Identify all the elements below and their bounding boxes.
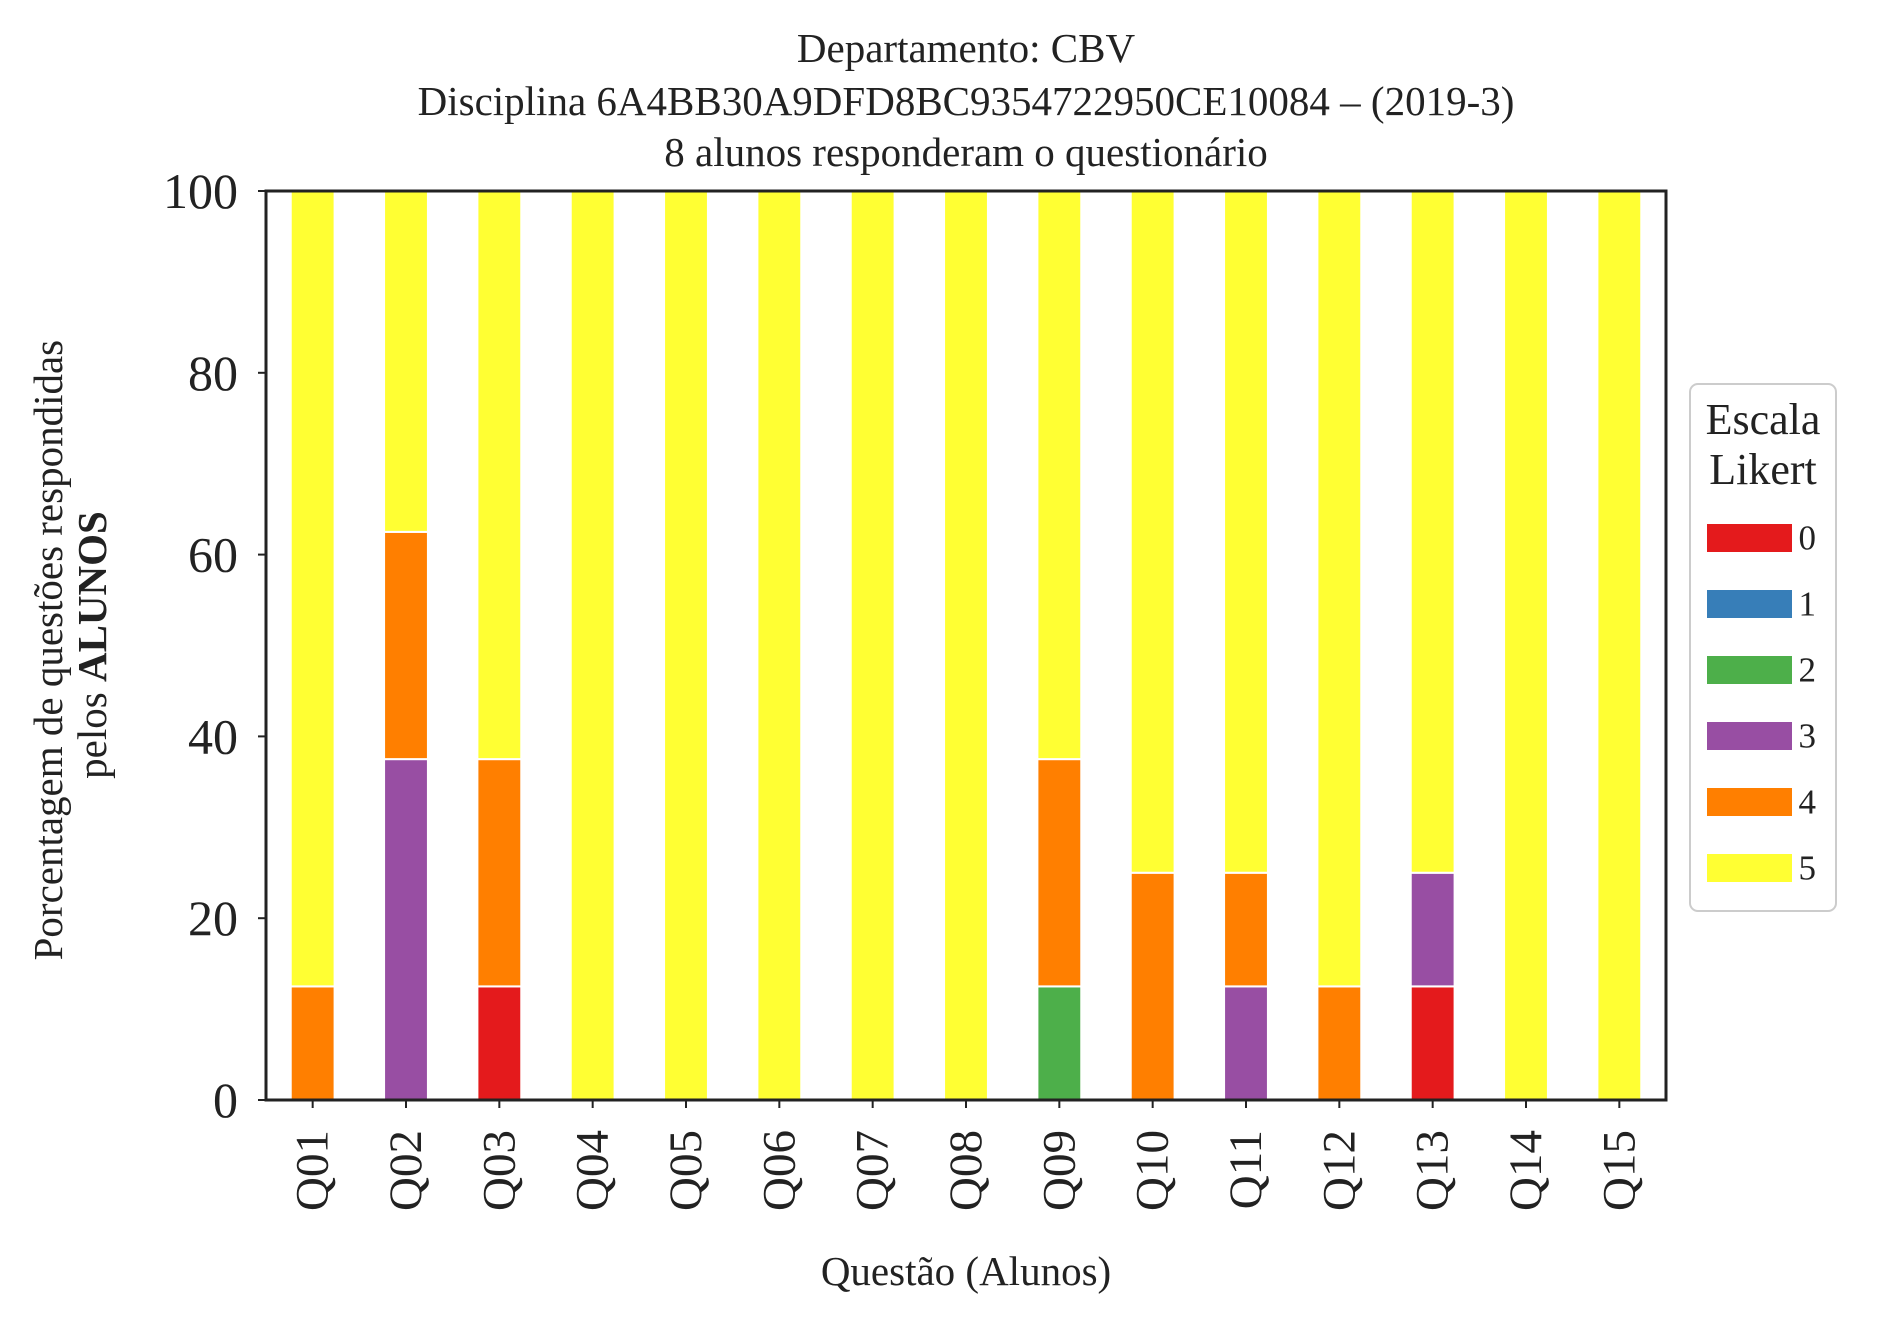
bar-q12-likert-4 xyxy=(1316,985,1363,1101)
legend-title-line-1: Escala xyxy=(1706,395,1821,444)
chart-title-line-3: 8 alunos responderam o questionário xyxy=(664,129,1267,175)
legend-swatch-5 xyxy=(1707,854,1792,882)
bar-q01-likert-4 xyxy=(289,985,336,1101)
legend-frame xyxy=(1689,383,1837,912)
x-tick-label-q11: Q11 xyxy=(1220,1130,1272,1209)
bar-q15-likert-5 xyxy=(1596,190,1643,1101)
bar-q10-likert-4 xyxy=(1129,871,1176,1101)
bars-layer xyxy=(289,190,1643,1101)
legend-label-3: 3 xyxy=(1799,717,1817,756)
legend-label-0: 0 xyxy=(1799,519,1817,558)
plot-frame xyxy=(264,189,1668,1102)
legend-swatch-0 xyxy=(1707,524,1792,552)
chart-title-line-2: Disciplina 6A4BB30A9DFD8BC9354722950CE10… xyxy=(418,78,1515,124)
bar-q07-likert-5 xyxy=(849,190,896,1101)
legend-swatch-1 xyxy=(1707,590,1792,618)
x-tick-label-q04: Q04 xyxy=(567,1130,619,1211)
y-axis-label-line-2-prefix: pelos xyxy=(69,682,115,779)
y-axis-label-line-2-bold: ALUNOS xyxy=(69,511,115,682)
bar-q10-likert-5 xyxy=(1129,190,1176,874)
legend-title-line-2: Likert xyxy=(1709,445,1817,494)
legend-swatch-4 xyxy=(1707,788,1792,816)
bar-q03-likert-4 xyxy=(476,758,523,988)
y-axis-label: Porcentagem de questões respondidas pelo… xyxy=(25,330,115,961)
bar-q01-likert-5 xyxy=(289,190,336,988)
bar-q02-likert-3 xyxy=(383,758,429,1101)
bar-q02-likert-4 xyxy=(383,530,429,761)
bar-q05-likert-5 xyxy=(663,190,709,1101)
bar-q03-likert-0 xyxy=(476,985,523,1101)
bar-q11-likert-3 xyxy=(1223,985,1269,1101)
bar-q04-likert-5 xyxy=(569,190,616,1101)
legend: Escala Likert 0 1 2 3 4 5 xyxy=(1689,383,1837,912)
x-tick-label-q09: Q09 xyxy=(1033,1130,1085,1211)
bar-q02-likert-5 xyxy=(383,190,429,533)
bar-q03-likert-5 xyxy=(476,190,523,761)
x-tick-label-q14: Q14 xyxy=(1500,1130,1552,1211)
legend-items: 0 1 2 3 4 5 xyxy=(1707,519,1816,888)
y-ticks: 0 20 40 60 80 100 xyxy=(163,163,266,1128)
x-tick-label-q10: Q10 xyxy=(1127,1130,1179,1211)
legend-swatch-3 xyxy=(1707,722,1792,750)
chart-title-line-1: Departamento: CBV xyxy=(797,25,1136,71)
legend-label-5: 5 xyxy=(1799,849,1817,888)
bar-q14-likert-5 xyxy=(1503,190,1549,1101)
y-tick-label-100: 100 xyxy=(163,163,238,219)
y-tick-label-0: 0 xyxy=(213,1072,238,1128)
x-tick-label-q03: Q03 xyxy=(473,1130,525,1211)
x-tick-label-q05: Q05 xyxy=(660,1130,712,1211)
bar-q12-likert-5 xyxy=(1316,190,1363,988)
legend-swatch-2 xyxy=(1707,656,1792,684)
bar-q11-likert-4 xyxy=(1223,871,1269,988)
x-tick-label-q08: Q08 xyxy=(940,1130,992,1211)
x-tick-label-q07: Q07 xyxy=(847,1130,899,1211)
x-axis-label: Questão (Alunos) xyxy=(821,1248,1111,1294)
x-tick-label-q15: Q15 xyxy=(1593,1130,1645,1211)
bar-q09-likert-2 xyxy=(1036,985,1083,1101)
y-tick-label-60: 60 xyxy=(188,527,238,583)
bar-q11-likert-5 xyxy=(1223,190,1269,874)
x-tick-label-q12: Q12 xyxy=(1313,1130,1365,1211)
y-axis-label-line-1: Porcentagem de questões respondidas xyxy=(25,340,71,961)
x-tick-label-q01: Q01 xyxy=(287,1130,339,1211)
y-tick-label-80: 80 xyxy=(188,345,238,401)
y-tick-label-20: 20 xyxy=(188,890,238,946)
legend-label-2: 2 xyxy=(1799,651,1817,690)
bar-q09-likert-5 xyxy=(1036,190,1083,761)
bar-q06-likert-5 xyxy=(756,190,803,1101)
x-tick-label-q02: Q02 xyxy=(380,1130,432,1211)
bar-q09-likert-4 xyxy=(1036,758,1083,988)
x-tick-label-q13: Q13 xyxy=(1407,1130,1459,1211)
legend-label-4: 4 xyxy=(1799,783,1817,822)
y-tick-label-40: 40 xyxy=(188,708,238,764)
bar-q13-likert-5 xyxy=(1409,190,1456,874)
bar-q13-likert-0 xyxy=(1409,985,1456,1101)
x-tick-label-q06: Q06 xyxy=(753,1130,805,1211)
legend-label-1: 1 xyxy=(1799,585,1817,624)
bar-q08-likert-5 xyxy=(943,190,989,1101)
x-ticks: Q01 Q02 Q03 Q04 Q05 Q06 Q07 Q08 Q09 Q10 Q11 Q12 Q13 Q… xyxy=(287,1100,1645,1211)
bar-q13-likert-3 xyxy=(1409,871,1456,988)
